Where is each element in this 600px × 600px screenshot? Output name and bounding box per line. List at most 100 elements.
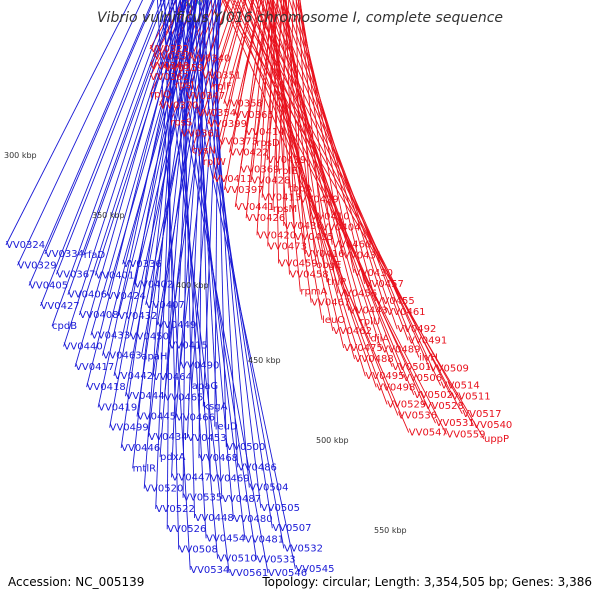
leader-line: [191, 0, 239, 151]
gene-label: VV0406: [68, 290, 107, 301]
leader-line: [279, 0, 409, 341]
leader-line: [163, 0, 209, 398]
leader-line: [192, 0, 273, 529]
leader-line: [156, 0, 191, 570]
gene-label: VV0531: [436, 418, 475, 429]
gene-label: VV0514: [441, 381, 480, 392]
leader-line: [295, 0, 301, 200]
leader-line: [250, 0, 366, 377]
gene-label: rplE: [278, 166, 298, 177]
leader-line: [261, 0, 279, 198]
scale-label: 350 kbp: [92, 211, 125, 220]
gene-label: VV0481: [245, 534, 284, 545]
gene-label: VV0429: [300, 194, 339, 205]
gene-label: rfaD: [84, 250, 106, 261]
gene-label: VV0419: [98, 402, 137, 413]
gene-label: VV0509: [430, 364, 469, 375]
gene-label: VV0467: [311, 298, 350, 309]
gene-label: VV0348: [150, 61, 189, 72]
leader-line: [97, 0, 186, 408]
gene-label: VV0351: [202, 70, 241, 81]
leader-line: [117, 0, 199, 317]
leader-line: [247, 0, 415, 396]
leader-line: [259, 0, 442, 386]
leader-line: [180, 0, 246, 540]
leader-line: [292, 0, 377, 302]
gene-label: VV0432: [118, 311, 157, 322]
gene-label: VV0466: [176, 413, 215, 424]
gene-label: rplU: [360, 317, 381, 328]
gene-label: VV0440: [64, 342, 103, 353]
gene-label: VV0535: [183, 493, 222, 504]
leader-line: [255, 0, 404, 379]
gene-label: VV0561: [229, 568, 268, 579]
leader-line: [159, 0, 230, 574]
gene-label: VV0434: [149, 432, 188, 443]
gene-label: VV0464: [153, 372, 192, 383]
gene-label: VV0490: [180, 361, 219, 372]
leader-line: [218, 0, 255, 142]
leader-line: [28, 0, 154, 286]
leader-line: [159, 0, 196, 458]
gene-label: VV0428: [251, 176, 290, 187]
gene-label: VV0436: [284, 221, 323, 232]
gene-label: VV0354: [197, 108, 236, 119]
leader-line: [272, 0, 280, 264]
gene-label: VV0449: [157, 320, 196, 331]
gene-label: VV0334: [45, 249, 84, 260]
gene-label: VV0457: [365, 279, 404, 290]
gene-label: VV0491: [408, 335, 447, 346]
gene-label: apaH: [141, 352, 167, 363]
leader-line: [272, 0, 290, 275]
gene-label: ksgA: [203, 401, 227, 412]
leader-line: [244, 0, 377, 388]
gene-label: VV0422: [230, 147, 269, 158]
gene-label: VV0450: [130, 331, 169, 342]
gene-label: VV0443: [349, 305, 388, 316]
gene-label: VV0500: [226, 442, 265, 453]
gene-label: VV0532: [284, 543, 323, 554]
gene-label: VV0499: [110, 423, 149, 434]
gene-label: rpsS: [170, 117, 192, 128]
leader-line: [149, 0, 190, 78]
gene-label: VV0454: [206, 533, 245, 544]
leader-line: [55, 0, 165, 275]
gene-label: djlA: [370, 334, 389, 345]
leader-line: [242, 0, 463, 415]
gene-label: mtlR: [133, 463, 156, 474]
scale-labels: 300 kbp 350 kbp 400 kbp 450 kbp 500 kbp 550 k…: [4, 151, 407, 535]
leader-line: [237, 0, 388, 405]
gene-label: VV0488: [355, 354, 394, 365]
gene-label: VV0416: [305, 249, 344, 260]
gene-label: VV0461: [386, 307, 425, 318]
leader-line: [207, 0, 245, 125]
gene-label: VV0486: [238, 462, 277, 473]
gene-label: VV0536: [398, 411, 437, 422]
leader-line: [266, 0, 285, 161]
gene-label: VV0511: [451, 392, 490, 403]
scale-label: 550 kbp: [374, 526, 407, 535]
gene-label: thiP: [327, 277, 346, 288]
leader-line: [183, 0, 285, 549]
gene-label: VV0424: [107, 291, 146, 302]
leader-line: [264, 0, 334, 332]
leader-line: [186, 0, 207, 438]
leader-line: [44, 0, 155, 255]
gene-label: VV0431: [343, 251, 382, 262]
gene-label: VV0540: [473, 420, 512, 431]
gene-label: VV0340: [191, 53, 230, 64]
gene-label: VV0545: [295, 564, 334, 575]
leader-line: [113, 0, 195, 376]
leader-line: [148, 0, 197, 437]
gene-label: VV0534: [190, 565, 229, 576]
scale-label: 500 kbp: [316, 436, 349, 445]
scale-label: 400 kbp: [176, 281, 209, 290]
gene-label: VV0475: [344, 343, 383, 354]
gene-label: VV0367: [56, 269, 95, 280]
gene-label: VV0417: [75, 362, 114, 373]
leader-line: [174, 0, 296, 569]
gene-label: VV0324: [6, 240, 45, 251]
leader-line: [63, 0, 176, 347]
